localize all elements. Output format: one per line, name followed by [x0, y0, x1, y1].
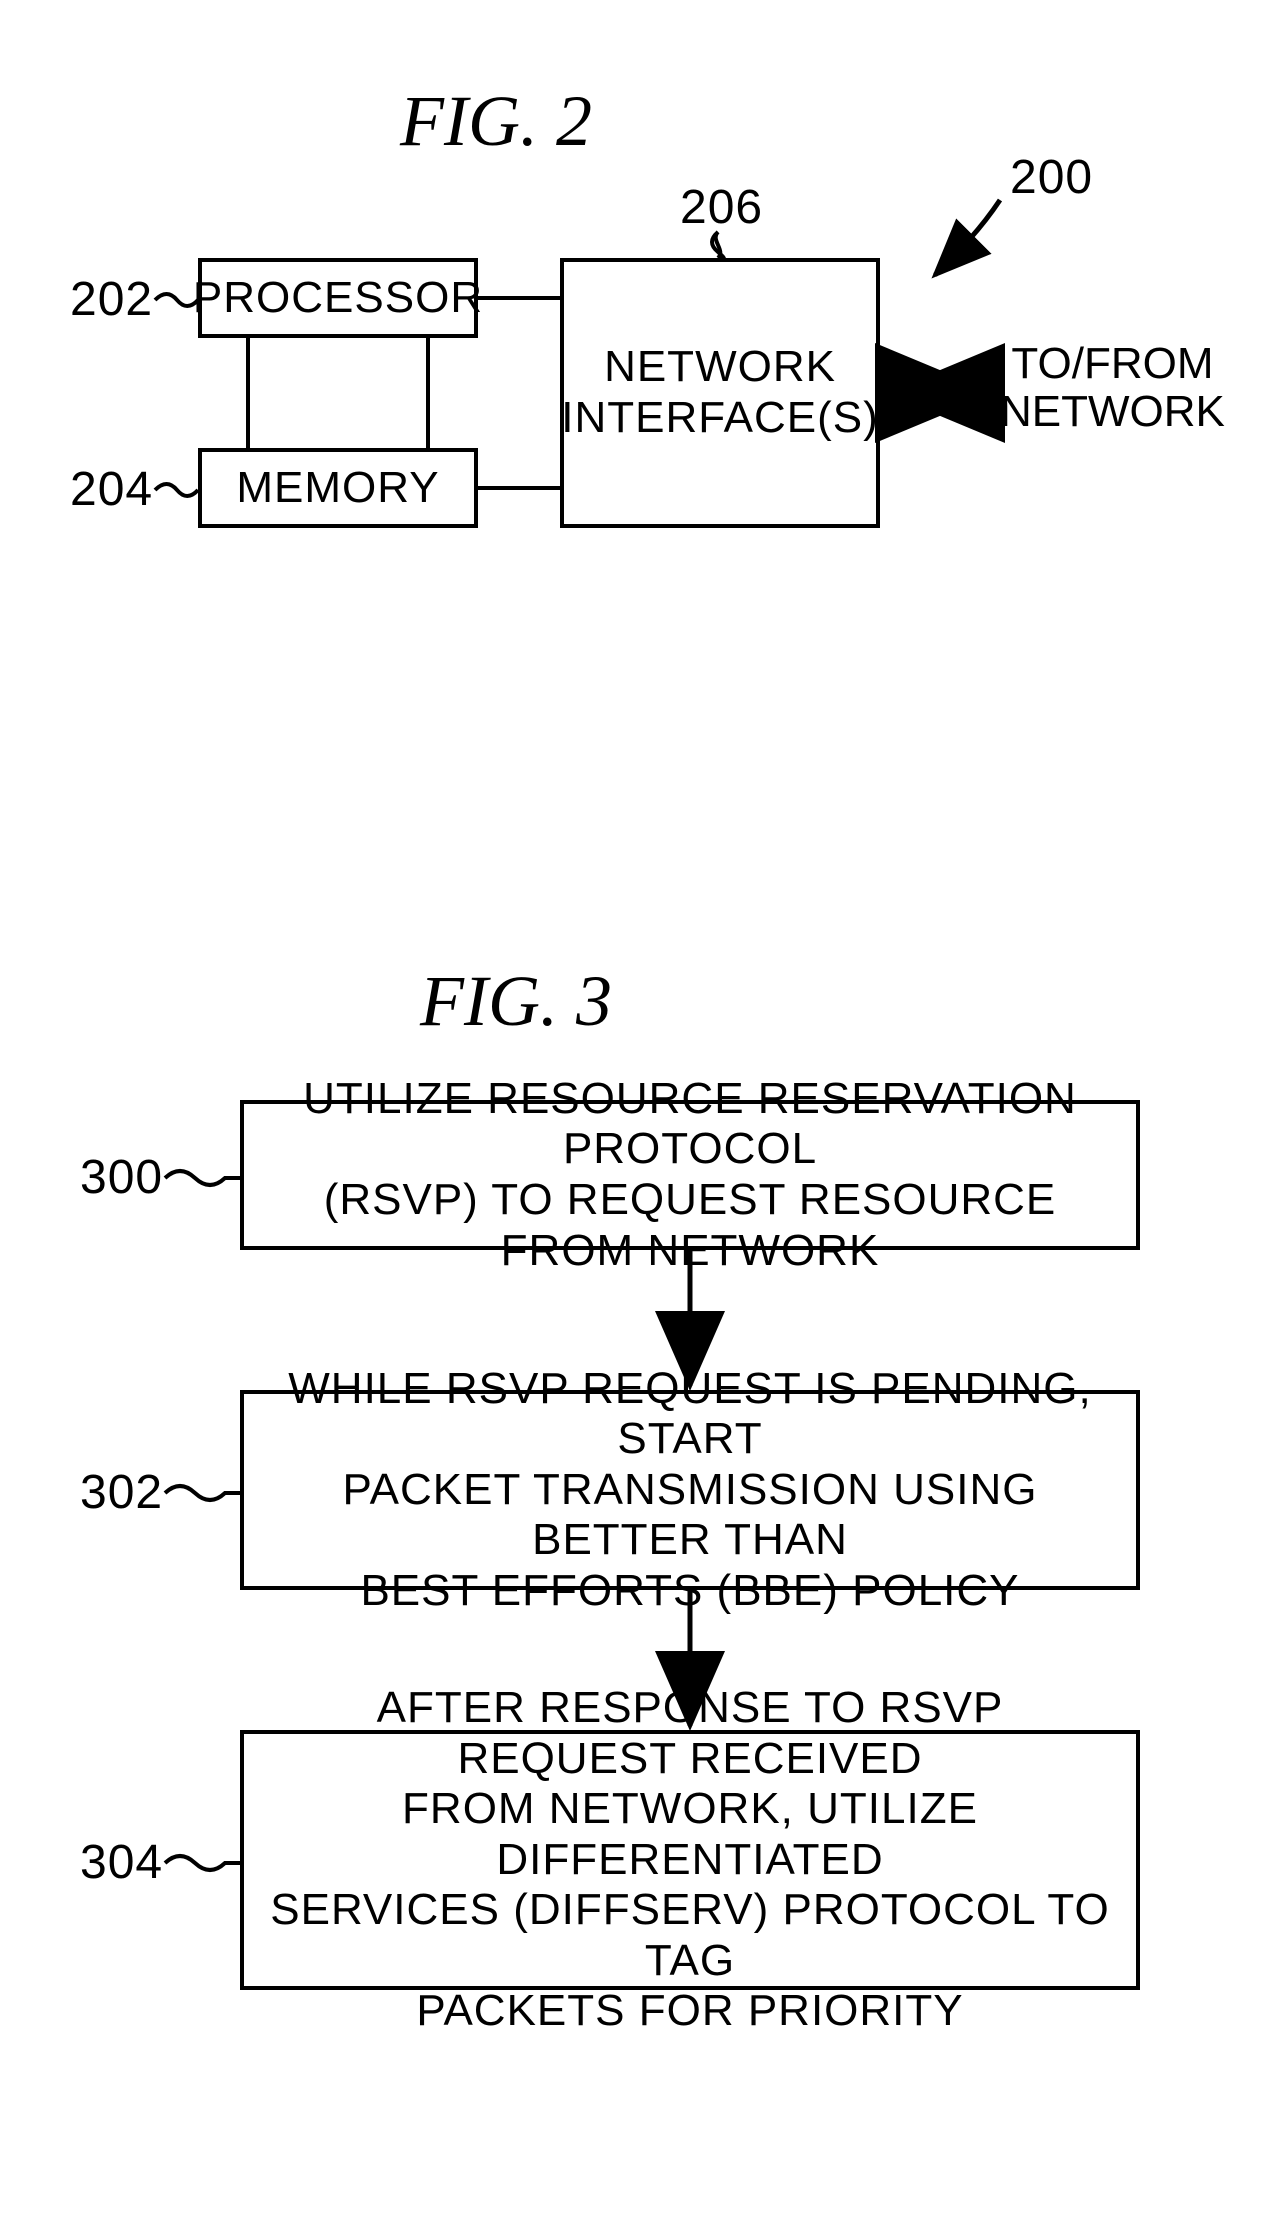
- connector-svg: [0, 0, 1266, 2225]
